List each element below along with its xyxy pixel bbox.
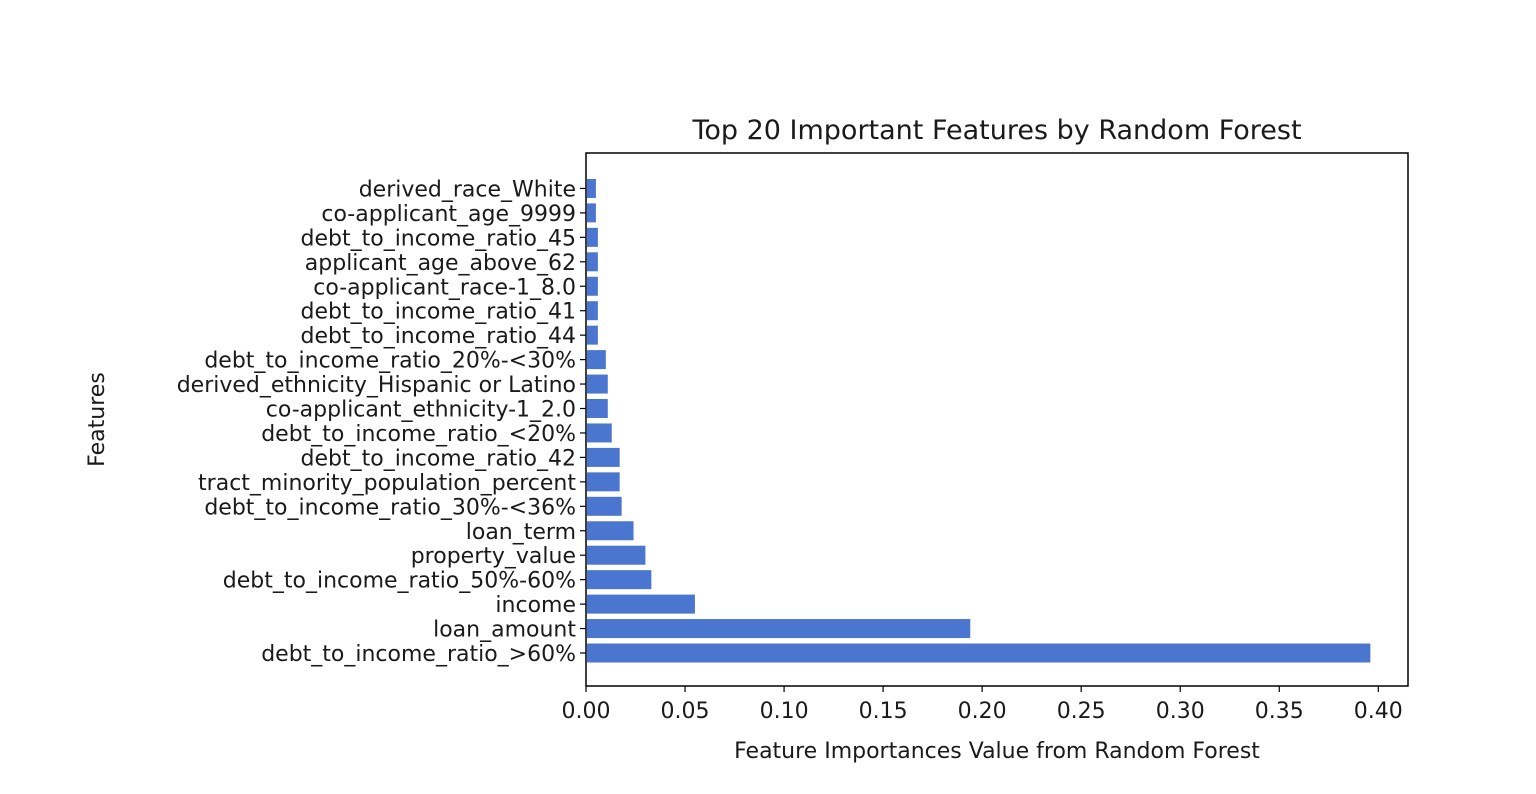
x-tick-label: 0.40 [1354, 699, 1403, 724]
y-tick-label: debt_to_income_ratio_42 [301, 446, 576, 471]
y-tick-label: co-applicant_age_9999 [321, 202, 576, 227]
bar [587, 276, 598, 296]
bar [587, 374, 608, 394]
bar [587, 227, 598, 247]
y-tick-label: derived_ethnicity_Hispanic or Latino [177, 373, 576, 398]
bar [587, 301, 598, 321]
bar [587, 178, 596, 198]
x-tick-label: 0.25 [1057, 699, 1106, 724]
y-tick-label: derived_race_White [359, 177, 576, 202]
plot-frame [585, 152, 1409, 687]
y-tick-label: income [495, 593, 576, 618]
bar [587, 252, 598, 272]
y-tick-label: debt_to_income_ratio_20%-<30% [204, 349, 576, 374]
chart-title: Top 20 Important Features by Random Fore… [691, 115, 1301, 146]
bar [587, 570, 652, 590]
y-tick-label: debt_to_income_ratio_<20% [261, 422, 576, 447]
x-tick-label: 0.10 [760, 699, 809, 724]
bar [587, 496, 622, 516]
x-axis-label: Feature Importances Value from Random Fo… [734, 739, 1260, 764]
y-tick-label: property_value [411, 544, 576, 569]
x-tick-label: 0.35 [1255, 699, 1304, 724]
x-tick-labels: 0.00 0.05 0.10 0.15 0.20 0.25 0.30 0.35 0.40 [562, 686, 1403, 724]
y-tick-label: debt_to_income_ratio_30%-<36% [204, 495, 576, 520]
bars-group [587, 178, 1371, 663]
y-tick-label: applicant_age_above_62 [305, 251, 576, 276]
y-tick-label: co-applicant_ethnicity-1_2.0 [266, 398, 576, 423]
y-tick-label: debt_to_income_ratio_>60% [261, 642, 576, 667]
x-tick-label: 0.15 [859, 699, 908, 724]
y-tick-labels: debt_to_income_ratio_>60%loan_amountinco… [177, 177, 586, 667]
bar [587, 521, 634, 541]
bar [587, 350, 606, 370]
bar [587, 643, 1371, 663]
y-tick-label: loan_term [466, 520, 576, 545]
bar [587, 447, 620, 467]
y-tick-label: co-applicant_race-1_8.0 [313, 275, 576, 300]
y-tick-label: debt_to_income_ratio_50%-60% [223, 569, 576, 594]
bar [587, 423, 612, 443]
bar [587, 619, 971, 639]
x-tick-label: 0.30 [1156, 699, 1205, 724]
y-tick-label: debt_to_income_ratio_41 [301, 300, 576, 325]
bar [587, 545, 646, 565]
bar [587, 472, 620, 492]
bar [587, 399, 608, 418]
x-tick-label: 0.05 [661, 699, 710, 724]
bar [587, 203, 596, 223]
bar [587, 594, 695, 614]
y-tick-label: loan_amount [433, 618, 576, 643]
y-tick-label: debt_to_income_ratio_44 [301, 324, 576, 349]
bar [587, 325, 598, 345]
x-tick-label: 0.00 [562, 699, 611, 724]
y-tick-label: tract_minority_population_percent [198, 471, 576, 496]
y-axis-label: Features [85, 372, 110, 467]
y-tick-label: debt_to_income_ratio_45 [301, 226, 576, 251]
x-tick-label: 0.20 [958, 699, 1007, 724]
